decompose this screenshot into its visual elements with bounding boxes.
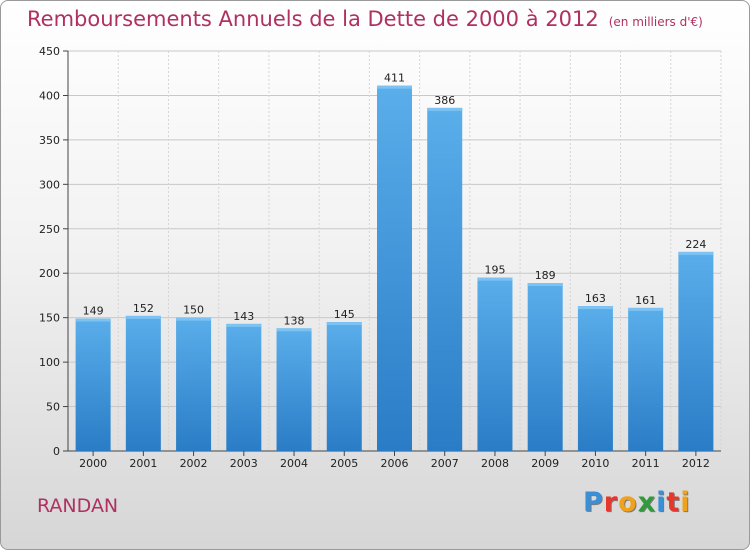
- x-tick-label: 2008: [481, 457, 509, 470]
- bar-highlight: [427, 107, 463, 111]
- bar-highlight: [326, 322, 362, 326]
- data-label: 149: [83, 305, 104, 318]
- x-tick-label: 2007: [431, 457, 459, 470]
- y-tick-label: 150: [39, 312, 60, 325]
- bar-2004: [276, 328, 312, 451]
- y-tick-label: 200: [39, 267, 60, 280]
- y-tick-label: 450: [39, 45, 60, 58]
- proxiti-logo[interactable]: Proxiti: [583, 487, 691, 518]
- data-label: 145: [334, 308, 355, 321]
- data-label: 150: [183, 304, 204, 317]
- labels: 0 50 100 150 200 250 300 350 400 450 149 2000 152 200…: [39, 45, 710, 470]
- data-label: 161: [635, 294, 656, 307]
- x-tick-label: 2003: [230, 457, 258, 470]
- bar-highlight: [577, 306, 613, 310]
- bar-highlight: [75, 318, 111, 322]
- city-name: RANDAN: [37, 495, 119, 517]
- x-tick-label: 2010: [581, 457, 609, 470]
- x-tick-label: 2006: [381, 457, 409, 470]
- x-tick-label: 2005: [330, 457, 358, 470]
- chart-title-text: Remboursements Annuels de la Dette de 20…: [27, 7, 599, 31]
- data-label: 189: [535, 269, 556, 282]
- x-tick-label: 2009: [531, 457, 559, 470]
- x-tick-label: 2004: [280, 457, 308, 470]
- x-tick-label: 2011: [632, 457, 660, 470]
- bar-highlight: [276, 328, 312, 332]
- bar-2009: [527, 283, 563, 451]
- bar-highlight: [377, 85, 412, 89]
- bar-2006: [377, 85, 412, 452]
- logo-letter: P: [583, 487, 604, 518]
- data-label: 143: [233, 310, 254, 323]
- y-tick-label: 100: [39, 356, 60, 369]
- y-tick-label: 0: [53, 445, 60, 458]
- bar-2011: [628, 307, 664, 451]
- x-tick-label: 2000: [79, 457, 107, 470]
- bars: [75, 85, 714, 452]
- data-label: 386: [434, 94, 455, 107]
- bar-2005: [326, 322, 362, 451]
- logo-letter: r: [603, 487, 619, 518]
- data-label: 411: [384, 72, 405, 85]
- y-tick-label: 300: [39, 178, 60, 191]
- x-tick-label: 2012: [682, 457, 710, 470]
- data-label: 138: [284, 314, 305, 327]
- bar-2008: [477, 277, 513, 451]
- data-label: 152: [133, 302, 154, 315]
- unit-note: (en milliers d'€): [608, 15, 703, 29]
- logo-letter: o: [618, 487, 638, 518]
- x-tick-label: 2001: [129, 457, 157, 470]
- logo-letter: t: [666, 487, 681, 518]
- logo-letter: i: [680, 487, 691, 518]
- data-label: 163: [585, 292, 606, 305]
- data-label: 224: [685, 238, 706, 251]
- bar-highlight: [678, 251, 714, 255]
- bar-highlight: [125, 315, 161, 319]
- bar-highlight: [477, 277, 513, 281]
- y-tick-label: 50: [46, 401, 60, 414]
- chart-title: Remboursements Annuels de la Dette de 20…: [27, 7, 703, 31]
- bar-2010: [577, 306, 613, 451]
- x-tick-label: 2002: [180, 457, 208, 470]
- bar-highlight: [628, 307, 664, 311]
- y-tick-label: 350: [39, 134, 60, 147]
- y-tick-label: 250: [39, 223, 60, 236]
- y-tick-label: 400: [39, 89, 60, 102]
- bar-2003: [226, 323, 262, 451]
- logo-letter: i: [656, 487, 667, 518]
- bar-2000: [75, 318, 111, 451]
- bar-highlight: [176, 317, 212, 321]
- bar-highlight: [527, 283, 563, 286]
- bar-2002: [176, 317, 212, 451]
- logo-letter: x: [637, 487, 657, 518]
- bar-highlight: [226, 323, 262, 327]
- bar-2012: [678, 251, 714, 451]
- data-label: 195: [484, 264, 505, 277]
- bar-2001: [125, 315, 161, 451]
- bar-2007: [427, 107, 463, 451]
